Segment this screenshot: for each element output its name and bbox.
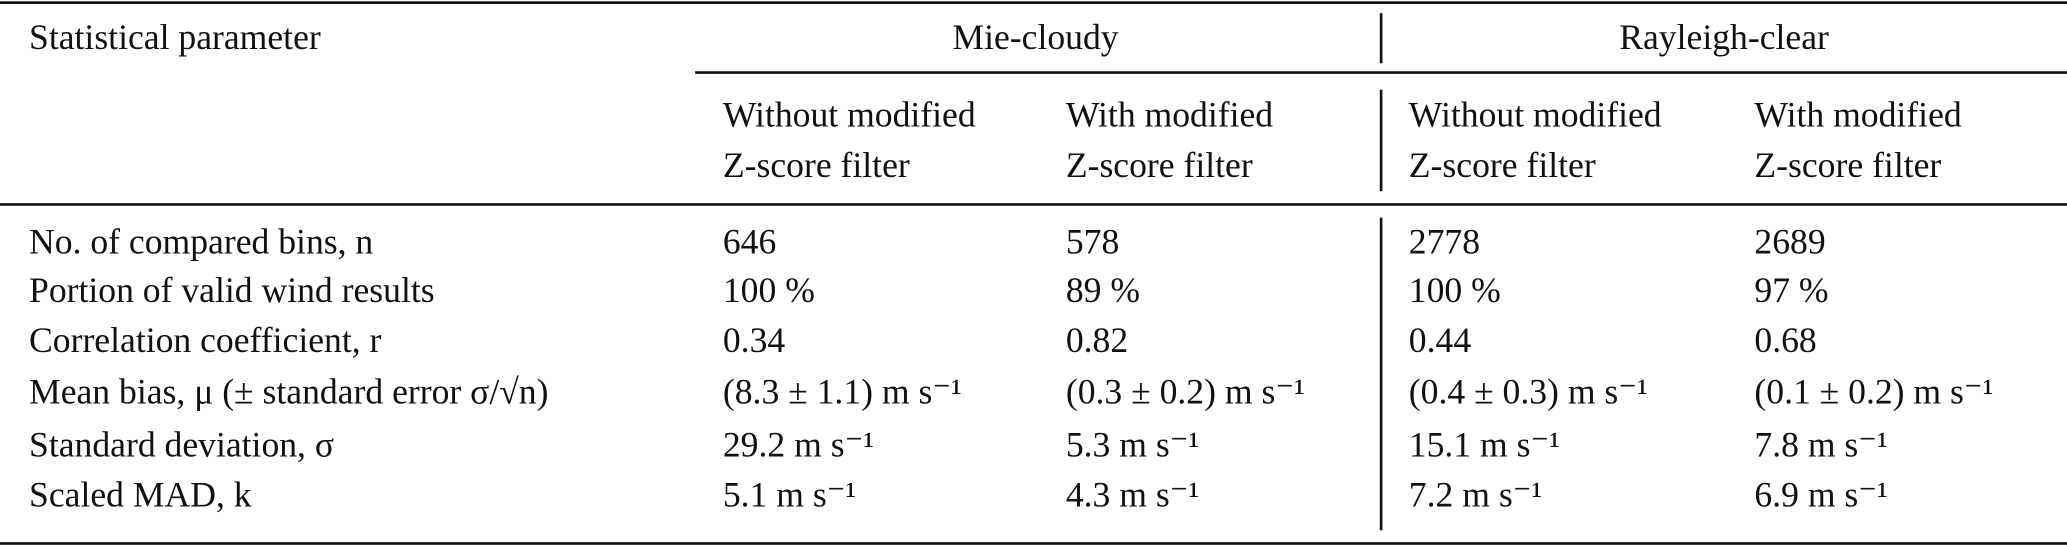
cell: 100 % xyxy=(722,270,815,310)
group-header: Rayleigh-clear xyxy=(1619,17,1829,57)
cell: 5.1 m s⁻¹ xyxy=(722,474,857,515)
cell: 15.1 m s⁻¹ xyxy=(1408,424,1560,465)
column-divider xyxy=(1379,217,1382,531)
cell: 97 % xyxy=(1754,270,1829,310)
column-header: Z-score filter xyxy=(1065,145,1253,185)
row-label: Correlation coefficient, r xyxy=(29,320,382,361)
cell: 4.3 m s⁻¹ xyxy=(1065,474,1200,515)
cell: 5.3 m s⁻¹ xyxy=(1065,424,1200,465)
cell: 0.82 xyxy=(1065,320,1129,361)
row-label: Mean bias, μ (± standard error σ/√n) xyxy=(29,371,549,412)
stub-header: Statistical parameter xyxy=(29,17,321,57)
column-header: Z-score filter xyxy=(1754,145,1942,185)
group-header: Mie-cloudy xyxy=(952,17,1119,57)
cell: 7.2 m s⁻¹ xyxy=(1408,474,1543,515)
cell: 646 xyxy=(722,221,777,262)
column-header: Z-score filter xyxy=(722,145,910,185)
cell: 2778 xyxy=(1408,221,1481,262)
cell: 89 % xyxy=(1065,270,1141,310)
row-label: Standard deviation, σ xyxy=(29,424,335,465)
row-label: Scaled MAD, k xyxy=(29,474,252,515)
cell: (0.4 ± 0.3) m s⁻¹ xyxy=(1408,371,1648,412)
cell: 0.68 xyxy=(1754,320,1817,361)
column-divider xyxy=(1379,13,1382,64)
column-header: Without modified xyxy=(722,94,976,135)
row-label: Portion of valid wind results xyxy=(29,270,435,310)
cell: (0.3 ± 0.2) m s⁻¹ xyxy=(1065,371,1305,412)
cell: 100 % xyxy=(1408,270,1501,310)
bottom-rule xyxy=(0,542,2067,545)
header-rule xyxy=(0,203,2067,206)
column-divider xyxy=(1379,89,1382,192)
group-rule xyxy=(695,71,2067,74)
cell: 7.8 m s⁻¹ xyxy=(1754,424,1888,465)
column-header: Z-score filter xyxy=(1408,145,1596,185)
column-header: With modified xyxy=(1754,94,1962,135)
top-rule xyxy=(0,1,2067,4)
column-header: Without modified xyxy=(1408,94,1662,135)
cell: 578 xyxy=(1065,221,1120,262)
column-header: With modified xyxy=(1065,94,1274,135)
cell: 29.2 m s⁻¹ xyxy=(722,424,875,465)
cell: 0.44 xyxy=(1408,320,1472,361)
cell: 2689 xyxy=(1754,221,1826,262)
cell: 0.34 xyxy=(722,320,786,361)
cell: (8.3 ± 1.1) m s⁻¹ xyxy=(722,371,962,412)
cell: 6.9 m s⁻¹ xyxy=(1754,474,1888,515)
cell: (0.1 ± 0.2) m s⁻¹ xyxy=(1754,371,1994,412)
row-label: No. of compared bins, n xyxy=(29,221,374,262)
